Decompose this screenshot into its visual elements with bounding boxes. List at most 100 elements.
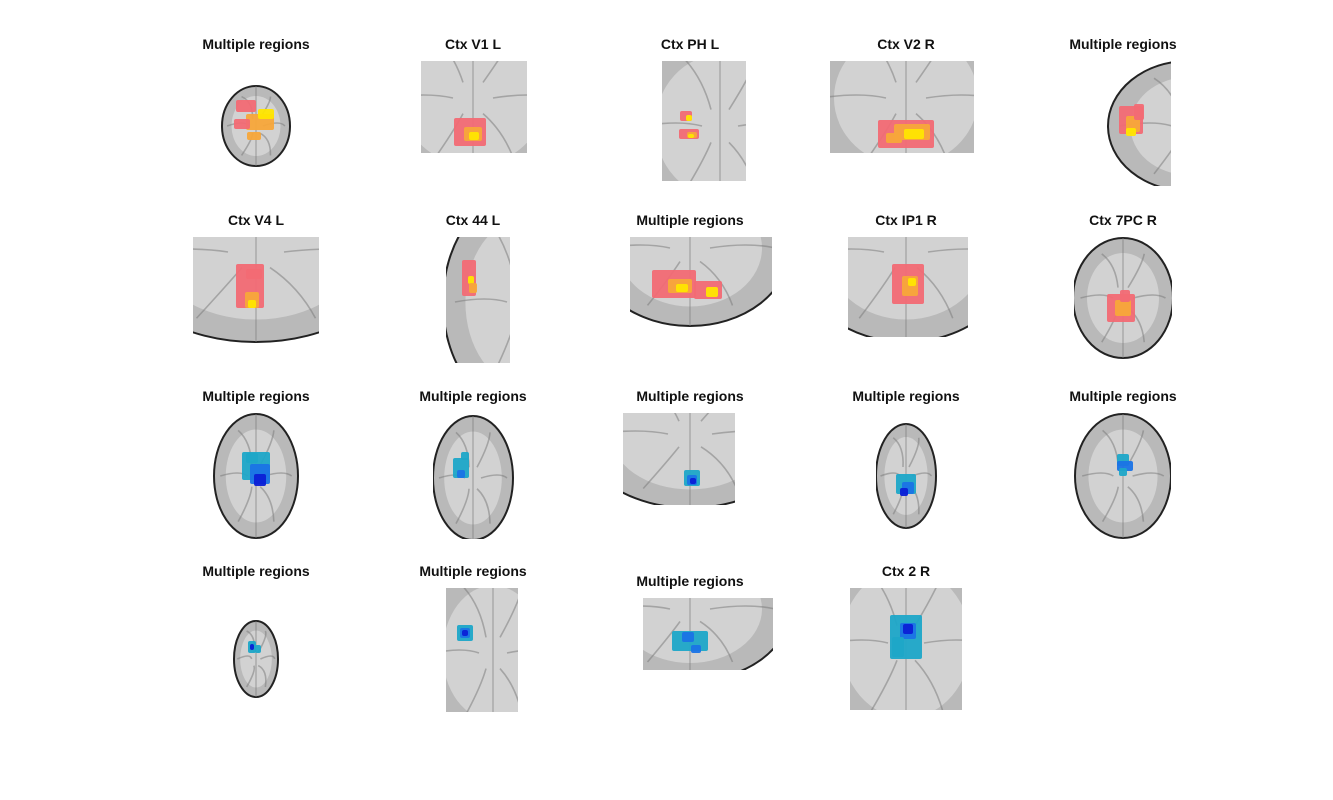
brain-slice-image <box>848 237 968 337</box>
sulcus-line <box>700 446 735 487</box>
brain-slice-image <box>446 588 518 712</box>
brain-slice-image <box>221 85 291 167</box>
activation-cluster <box>255 645 261 653</box>
sulcus-line <box>662 122 703 127</box>
panel-13: Multiple regions <box>590 388 790 548</box>
brain-slice-image <box>233 620 279 698</box>
sulcus-line <box>685 61 712 110</box>
sulcus-line <box>482 61 499 83</box>
activation-cluster <box>457 470 465 478</box>
sulcus-line <box>480 474 508 479</box>
panel-title: Ctx 44 L <box>445 212 501 228</box>
brain-slice <box>433 415 514 539</box>
panel-title: Multiple regions <box>202 36 310 52</box>
brain-slice <box>850 588 962 710</box>
sulcus-line <box>737 123 746 127</box>
sulcus-line <box>421 94 454 99</box>
panel-17: Multiple regions <box>373 563 573 723</box>
sulcus-line <box>259 132 272 156</box>
sulcus-line <box>892 437 904 468</box>
sulcus-line <box>709 244 772 249</box>
sulcus-line <box>466 668 487 712</box>
brain-slice <box>662 61 746 181</box>
activation-cluster <box>258 109 274 119</box>
white-matter <box>446 588 518 712</box>
sulcus-line <box>454 298 508 303</box>
brain-slice <box>630 191 772 327</box>
brain-slice-image <box>876 423 937 529</box>
sulcus-line <box>257 664 267 688</box>
panel-04: Ctx V2 R <box>806 36 1006 196</box>
panel-11: Multiple regions <box>156 388 356 548</box>
white-matter <box>421 61 527 153</box>
sulcus-line <box>1101 253 1119 288</box>
brain-slice <box>1074 237 1172 359</box>
sulcus-line <box>728 141 746 167</box>
sulcus-line <box>476 432 491 468</box>
sulcus-line <box>689 142 712 181</box>
sulcus-line <box>1081 472 1114 477</box>
sulcus-line <box>648 191 681 235</box>
panel-title: Ctx V2 R <box>877 36 935 52</box>
sulcus-line <box>885 61 897 83</box>
sulcus-line <box>848 248 885 253</box>
sulcus-line <box>260 655 276 660</box>
sulcus-line <box>914 659 944 710</box>
activation-cluster <box>234 119 250 129</box>
activation-cluster <box>904 129 924 139</box>
sulcus-line <box>1127 486 1145 522</box>
activation-cluster <box>1115 300 1131 316</box>
panel-06: Ctx V4 L <box>156 212 356 372</box>
brain-slice-image <box>1107 61 1222 186</box>
white-matter <box>834 61 974 153</box>
panel-03: Ctx PH L <box>590 36 790 196</box>
panel-18: Multiple regions <box>590 573 790 733</box>
panel-title: Ctx 2 R <box>881 563 931 579</box>
sulcus-line <box>642 446 680 490</box>
brain-slice-image <box>850 588 962 710</box>
sulcus-line <box>476 488 491 524</box>
sulcus-line <box>499 598 518 638</box>
activation-cluster <box>688 134 694 138</box>
panel-16: Multiple regions <box>156 563 356 723</box>
panel-title: Multiple regions <box>1069 388 1177 404</box>
sulcus-line <box>1196 137 1222 174</box>
panel-19: Ctx 2 R <box>806 563 1006 723</box>
activation-cluster <box>1119 468 1127 476</box>
activation-cluster <box>908 278 916 286</box>
sulcus-line <box>850 639 889 644</box>
activation-cluster <box>886 133 902 143</box>
sulcus-line <box>830 94 887 99</box>
sulcus-line <box>648 556 681 597</box>
panel-title: Ctx PH L <box>660 36 720 52</box>
brain-slice-image <box>1074 237 1172 359</box>
white-matter <box>662 61 746 181</box>
panel-05: Multiple regions <box>1023 36 1223 196</box>
brain-slice <box>643 556 773 670</box>
activation-cluster <box>469 283 477 293</box>
panel-09: Ctx IP1 R <box>806 212 1006 372</box>
sulcus-line <box>455 488 470 525</box>
activation-cluster <box>676 284 688 292</box>
panel-14: Multiple regions <box>806 388 1006 548</box>
brain-slice <box>623 413 735 505</box>
panel-title: Multiple regions <box>419 563 527 579</box>
panel-07: Ctx 44 L <box>373 212 573 372</box>
sulcus-line <box>673 413 680 422</box>
sulcus-line <box>259 486 275 522</box>
sulcus-line <box>700 191 733 235</box>
sulcus-line <box>463 588 487 638</box>
brain-slice-image <box>623 413 735 505</box>
panel-title: Multiple regions <box>1069 36 1177 52</box>
panel-title: Multiple regions <box>852 388 960 404</box>
brain-slice-image <box>433 415 514 539</box>
activation-cluster <box>686 115 692 121</box>
activation-cluster <box>246 453 258 463</box>
sulcus-line <box>915 112 946 153</box>
activation-cluster <box>892 637 904 657</box>
activation-cluster <box>1120 290 1130 302</box>
activation-cluster <box>461 452 469 460</box>
activation-cluster <box>250 644 254 650</box>
brain-slice-image <box>421 61 527 153</box>
